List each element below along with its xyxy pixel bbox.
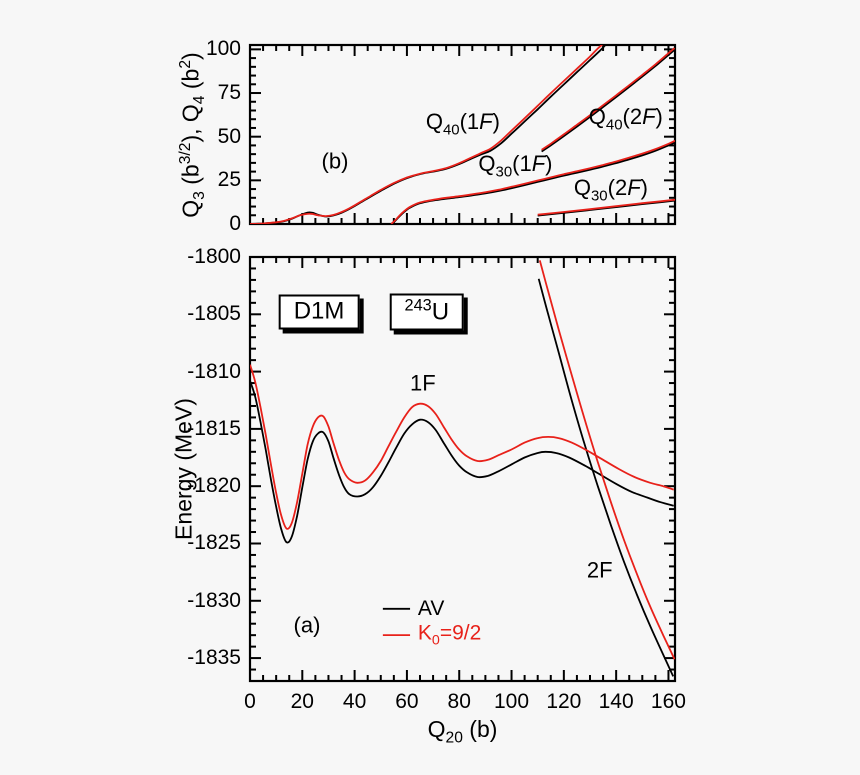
- y-axis-label-panel-b: Q3 (b3/2), Q4 (b2): [176, 51, 209, 218]
- curve-2f-av: [537, 278, 675, 677]
- x-tick-label-80: 80: [447, 690, 471, 713]
- x-tick-label-120: 120: [546, 690, 582, 713]
- y-axis-label-panel-a: Energy (MeV): [170, 398, 197, 540]
- x-tick-label-100: 100: [494, 690, 530, 713]
- annotation-1f: 1F: [410, 370, 436, 396]
- x-tick-label-0: 0: [244, 690, 256, 713]
- box-label-d1m: D1M: [278, 294, 360, 330]
- y-tick-label--1830: -1830: [187, 588, 241, 612]
- y-tick-label--1815: -1815: [187, 416, 241, 440]
- y-tick-label-25: 25: [217, 168, 241, 192]
- legend-label-av: AV: [417, 596, 445, 620]
- curve-q30-1f-k0-9-2: [390, 139, 675, 224]
- y-tick-label-50: 50: [217, 124, 241, 148]
- x-tick-label-160: 160: [650, 690, 686, 713]
- box-label--243-u: 243U: [389, 293, 465, 331]
- x-tick-label-20: 20: [290, 690, 314, 713]
- curve-q40-2f-av: [541, 48, 675, 153]
- y-tick-label-100: 100: [205, 37, 241, 61]
- x-tick-label-60: 60: [395, 690, 419, 713]
- annotation-2f: 2F: [586, 557, 613, 583]
- ticks-panel-b: [249, 45, 675, 225]
- annotation--a-: (a): [293, 612, 321, 638]
- y-tick-label--1800: -1800: [187, 245, 241, 268]
- annotation-q-30-1-f-: Q30(1F): [478, 151, 553, 181]
- annotation--b-: (b): [321, 148, 349, 174]
- annotation-q-40-1-f-: Q40(1F): [425, 108, 500, 138]
- annotation-q-40-2-f-: Q40(2F): [588, 104, 663, 134]
- x-tick-label-40: 40: [342, 690, 367, 713]
- curve-1f-k0-9-2: [250, 364, 674, 530]
- y-tick-label-0: 0: [229, 212, 241, 235]
- frame-panel-b: [248, 43, 677, 226]
- frame-panel-a: [248, 255, 677, 683]
- legend-label-k-0-9-2: K0=9/2: [417, 621, 482, 649]
- x-axis-label-panel-a: Q20 (b): [427, 716, 498, 747]
- y-tick-label--1810: -1810: [187, 359, 241, 383]
- curve-q30-2f-k0-9-2: [537, 198, 675, 216]
- y-tick-label--1820: -1820: [187, 474, 241, 498]
- y-tick-label--1805: -1805: [187, 302, 241, 326]
- y-tick-label--1835: -1835: [187, 646, 241, 670]
- curve-q40-1f-k0-9-2: [250, 45, 604, 224]
- annotation-q-30-2-f-: Q30(2F): [573, 174, 648, 205]
- y-tick-label-75: 75: [217, 81, 241, 105]
- curve-1f-av: [250, 380, 674, 544]
- y-tick-label--1825: -1825: [187, 531, 241, 555]
- x-tick-label-140: 140: [598, 690, 634, 713]
- curve-2f-k0-9-2: [538, 260, 675, 660]
- curve-q40-2f-k0-9-2: [541, 47, 675, 151]
